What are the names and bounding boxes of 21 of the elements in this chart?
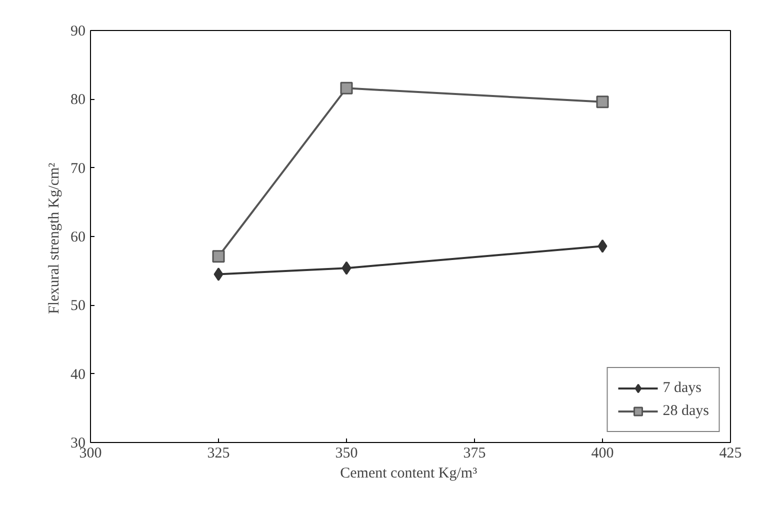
y-tick-label: 70 — [70, 160, 86, 177]
x-tick-label: 425 — [719, 446, 742, 462]
point — [212, 250, 225, 263]
y-axis-title: Flexural strength Kg/cm² — [46, 162, 62, 314]
x-tick-label: 350 — [335, 446, 358, 462]
point — [214, 268, 224, 282]
y-tick-label: 40 — [70, 366, 86, 383]
x-tick-label: 375 — [463, 446, 486, 462]
y-tick-label: 60 — [70, 230, 86, 246]
y-tick-label: 90 — [70, 24, 86, 40]
point — [340, 82, 353, 94]
point — [598, 239, 608, 253]
y-tick-label: 50 — [70, 298, 86, 314]
x-tick-label: 325 — [207, 446, 230, 462]
point — [342, 261, 352, 275]
x-axis-title: Cement content Kg/m³ — [340, 466, 478, 482]
point — [596, 96, 609, 108]
y-tick-label: 80 — [70, 92, 86, 108]
legend-label: 7 days — [662, 380, 702, 396]
legend-label: 28 days — [662, 402, 709, 420]
x-tick-label: 400 — [591, 446, 614, 462]
